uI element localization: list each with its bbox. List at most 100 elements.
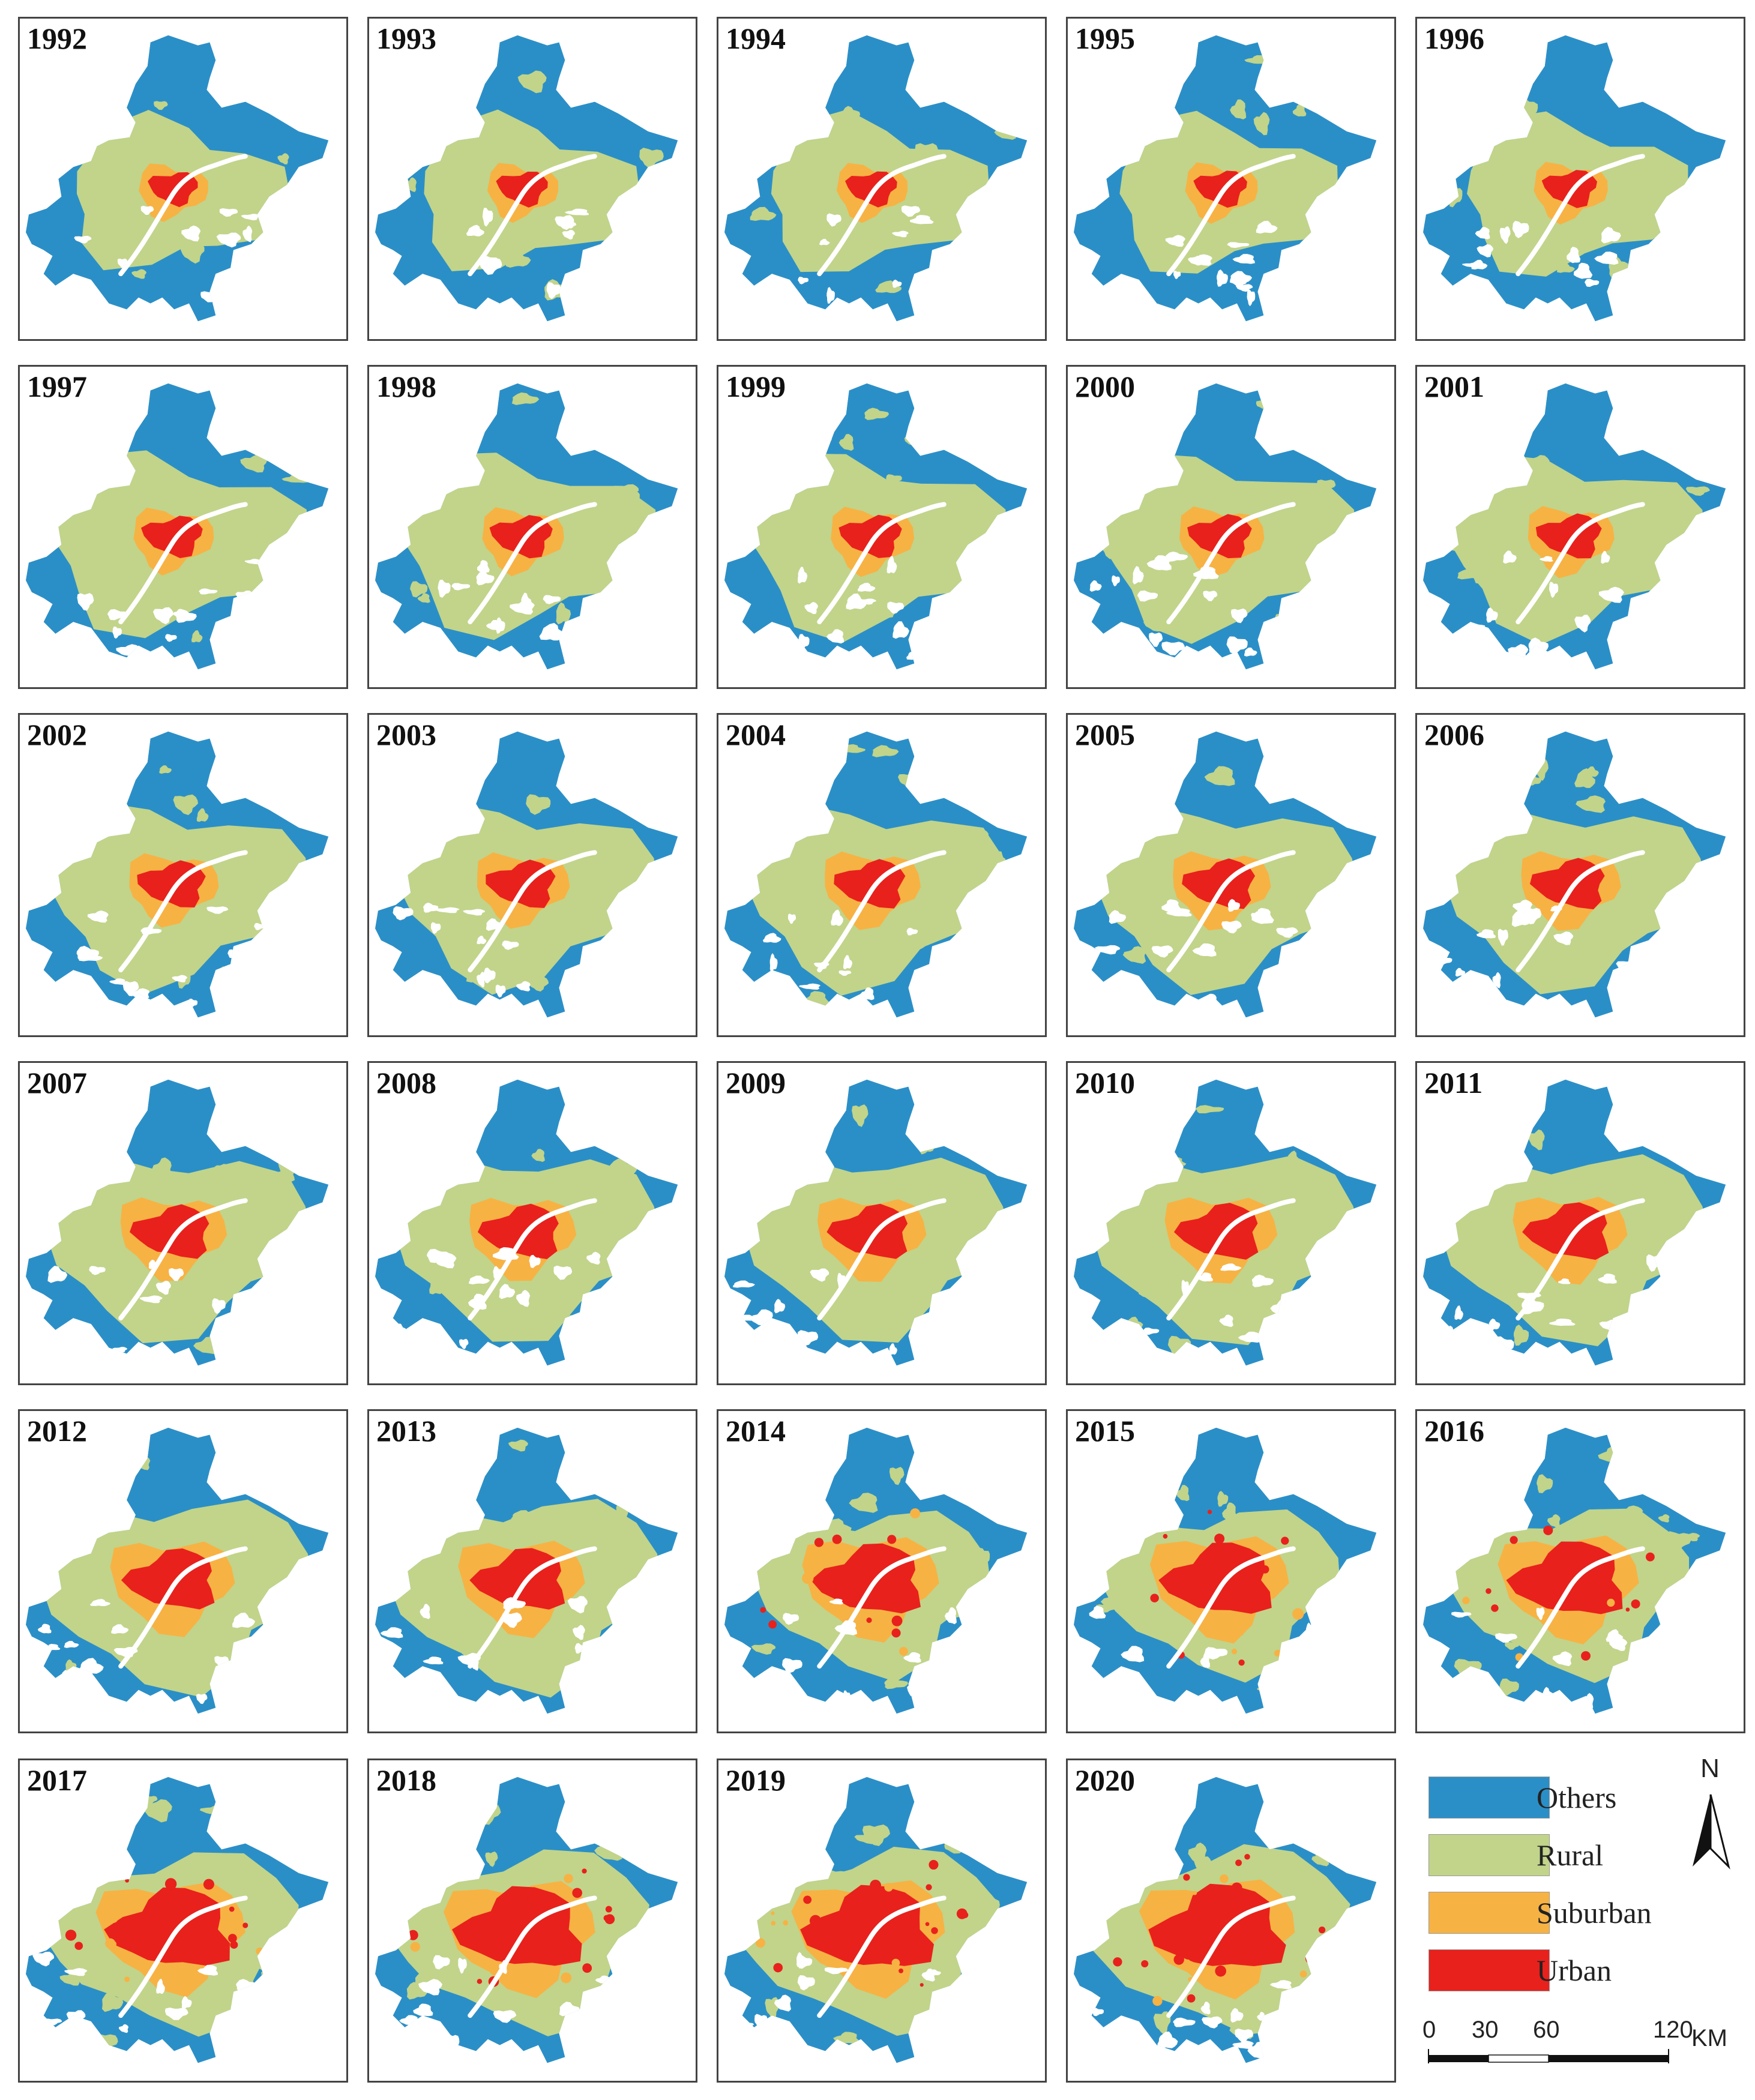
lake	[938, 2019, 952, 2029]
lake	[838, 970, 852, 976]
scale-bar-graphic	[1428, 2049, 1669, 2063]
rural-spot	[1324, 741, 1352, 750]
rural-spot	[1452, 1187, 1475, 1207]
rural-spot	[1296, 2016, 1327, 2032]
rural-spot	[579, 882, 603, 903]
lake	[769, 953, 778, 972]
urban-spot	[564, 1874, 573, 1883]
urban-spot	[1299, 1970, 1307, 1978]
panel-year-label: 2004	[726, 718, 786, 751]
rural-spot	[468, 1980, 489, 1992]
lake	[1349, 242, 1357, 260]
rural-spot	[1615, 76, 1642, 98]
lake	[254, 923, 265, 931]
lake	[921, 1968, 935, 1982]
lake	[969, 1681, 992, 1696]
scale-unit: KM	[1691, 2025, 1727, 2051]
rural-spot	[1257, 1683, 1283, 1692]
rural-spot	[1297, 1882, 1311, 1897]
lake	[1197, 1272, 1214, 1282]
rural-spot	[921, 88, 949, 99]
lake	[567, 1596, 588, 1614]
scale-tick-30: 30	[1472, 2017, 1499, 2043]
rural-spot	[987, 969, 1008, 990]
rural-spot	[747, 1840, 775, 1856]
rural-spot	[215, 1164, 229, 1173]
lake	[232, 1612, 256, 1628]
zone-urban	[1506, 1541, 1623, 1614]
river	[1166, 154, 1296, 277]
lake	[89, 1266, 106, 1275]
urban-spot	[768, 1620, 777, 1629]
urban-spot	[1113, 1957, 1122, 1967]
panel-year-label: 2015	[1075, 1414, 1135, 1448]
zone-urban	[130, 1204, 209, 1259]
lake	[1616, 960, 1641, 973]
river	[118, 1895, 248, 2018]
lake	[1251, 907, 1274, 924]
rural-spot	[435, 1100, 452, 1121]
river	[1516, 154, 1645, 277]
river	[1516, 502, 1645, 625]
rural-spot	[976, 831, 989, 842]
lake	[156, 1978, 165, 1994]
scale-tick-0: 0	[1422, 2017, 1436, 2043]
rural-spot	[762, 1216, 792, 1236]
rural-spot	[1616, 1505, 1643, 1521]
rural-spot	[750, 206, 777, 221]
rural-spot	[1485, 79, 1508, 99]
rural-spot	[173, 794, 199, 816]
rural-spot	[429, 1276, 445, 1295]
river	[1516, 1198, 1645, 1321]
lake	[1001, 278, 1013, 286]
lake	[109, 978, 126, 985]
rural-spot	[1244, 2011, 1256, 2029]
map-1994	[724, 35, 1028, 322]
lake	[1230, 2008, 1244, 2023]
rural-spot	[556, 602, 571, 625]
lake	[254, 2026, 265, 2036]
rural-spot	[992, 279, 1010, 289]
zone-urban	[452, 1886, 582, 1966]
lake	[1511, 910, 1532, 927]
panel-year-label: 2014	[726, 1414, 786, 1448]
urban-spot	[164, 1878, 177, 1890]
urban-spot	[1141, 1960, 1149, 1968]
lake	[1166, 908, 1192, 917]
map-1996	[1422, 35, 1726, 322]
lake	[1598, 1273, 1617, 1284]
lake	[733, 1280, 755, 1288]
lake	[290, 1694, 309, 1700]
lake	[1352, 1331, 1367, 1347]
rural-spot	[748, 1164, 777, 1175]
lake	[1489, 1318, 1501, 1331]
lake	[1687, 1638, 1708, 1657]
rural-spot	[884, 1677, 908, 1689]
rural-spot	[1557, 263, 1575, 273]
lake	[1202, 2016, 1223, 2029]
rural-spot	[261, 1331, 292, 1347]
urban-spot	[1187, 1994, 1196, 2003]
urban-spot	[1214, 1533, 1225, 1544]
lake	[1247, 289, 1256, 307]
rural-spot	[1143, 610, 1172, 633]
rural-spot	[1302, 853, 1322, 876]
lake	[1686, 266, 1701, 281]
lake	[573, 1625, 585, 1640]
river	[1166, 1546, 1296, 1669]
rural-spot	[868, 212, 888, 232]
rural-spot	[62, 1870, 82, 1891]
urban-spot	[887, 1535, 897, 1544]
rural-spot	[1462, 516, 1490, 525]
rural-spot	[1307, 1562, 1328, 1585]
rural-spot	[1505, 1641, 1520, 1650]
map-2015	[1073, 1427, 1377, 1714]
urban-spot	[1138, 1885, 1143, 1890]
lake	[1601, 550, 1610, 564]
map-1992	[25, 35, 329, 322]
lake	[219, 208, 238, 217]
lake	[1284, 1686, 1309, 1698]
urban-spot	[1462, 1596, 1470, 1604]
rural-spot	[767, 1839, 792, 1861]
lake	[949, 2000, 975, 2007]
